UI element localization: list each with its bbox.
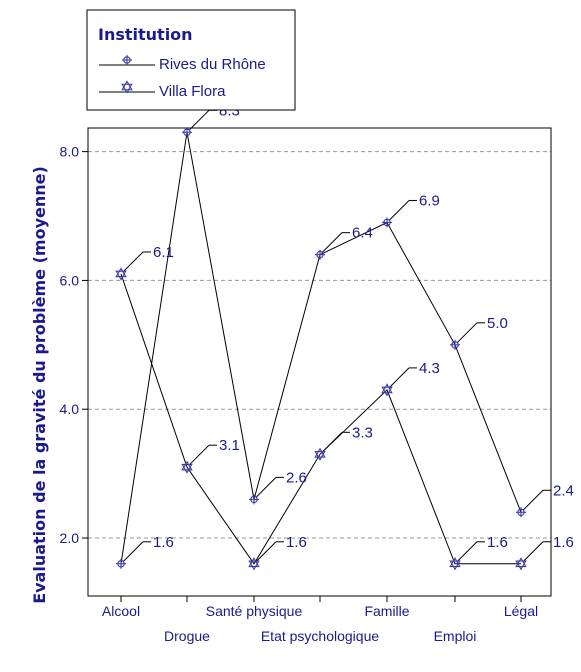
data-label: 6.1 xyxy=(153,244,174,261)
series-line xyxy=(120,273,521,565)
legend-marker xyxy=(121,80,133,94)
legend-label: Rives du Rhône xyxy=(159,56,266,73)
x-tick-label: Alcool xyxy=(102,603,140,619)
series-markers xyxy=(115,127,527,571)
gridlines xyxy=(88,151,551,539)
series-point xyxy=(516,507,526,518)
legend-item: Villa Flora xyxy=(99,80,226,100)
series-point xyxy=(450,339,460,350)
series-point xyxy=(115,267,127,281)
x-tick-label: Etat psychologique xyxy=(261,628,380,644)
data-label: 1.6 xyxy=(286,534,307,551)
data-label-leader xyxy=(321,431,343,453)
data-label: 6.9 xyxy=(419,192,440,209)
data-label-leader xyxy=(388,200,410,221)
legend-marker xyxy=(122,55,132,65)
data-label-leader xyxy=(255,541,277,563)
series-point xyxy=(515,557,527,571)
series-point xyxy=(181,460,193,474)
series-point xyxy=(314,447,326,461)
data-label-leader xyxy=(522,541,544,563)
legend: Institution Rives du Rhône Villa Flora xyxy=(86,9,296,111)
data-label-leader xyxy=(456,322,478,344)
y-tick-label: 6.0 xyxy=(60,272,80,288)
plot-area-frame xyxy=(87,127,552,597)
legend-box xyxy=(86,9,296,111)
data-label-leader xyxy=(321,232,343,254)
legend-item: Rives du Rhône xyxy=(99,55,266,73)
data-label: 1.6 xyxy=(153,534,174,551)
series-lines xyxy=(120,132,522,565)
series-point xyxy=(381,383,393,397)
data-label: 2.4 xyxy=(553,482,574,499)
y-tick-label: 2.0 xyxy=(60,530,80,546)
y-tick-label: 8.0 xyxy=(60,144,80,160)
data-label-leader xyxy=(388,367,410,389)
data-label-leader xyxy=(188,444,210,466)
data-label: 4.3 xyxy=(419,360,440,377)
series-point xyxy=(315,249,325,260)
data-label: 3.3 xyxy=(352,424,373,441)
series-line xyxy=(120,132,522,564)
data-label: 1.6 xyxy=(487,534,508,551)
data-label: 5.0 xyxy=(487,315,508,332)
data-label: 6.4 xyxy=(352,225,373,242)
x-tick-label: Famille xyxy=(364,603,409,619)
data-label: 3.1 xyxy=(219,437,240,454)
x-tick-label: Santé physique xyxy=(206,603,303,619)
data-label-leader xyxy=(122,251,144,273)
series-point xyxy=(182,127,192,138)
data-label-leader xyxy=(122,541,144,563)
y-tick-label: 4.0 xyxy=(60,401,80,417)
series-point xyxy=(248,557,260,571)
legend-title: Institution xyxy=(98,25,193,44)
data-label-leader xyxy=(255,477,277,498)
data-label: 2.6 xyxy=(286,469,307,486)
x-axis: Alcool Drogue Santé physique Etat psycholog… xyxy=(102,596,538,644)
series-point xyxy=(116,558,126,569)
y-axis: 2.0 4.0 6.0 8.0 xyxy=(60,144,88,546)
data-label-leader xyxy=(188,109,210,131)
series-point xyxy=(382,217,392,228)
x-tick-label: Légal xyxy=(504,603,538,619)
data-label-leader xyxy=(522,489,544,511)
x-tick-label: Emploi xyxy=(434,628,477,644)
series-point xyxy=(249,494,259,505)
y-axis-title: Evaluation de la gravité du problème (mo… xyxy=(30,166,49,604)
data-label-callouts: 1.68.32.66.46.95.02.46.13.11.63.34.31.6 1… xyxy=(122,102,574,563)
legend-label: Villa Flora xyxy=(159,83,226,100)
x-tick-label: Drogue xyxy=(164,628,210,644)
series-point xyxy=(449,557,461,571)
data-label: 1.6 xyxy=(553,534,574,551)
data-label-leader xyxy=(456,541,478,563)
